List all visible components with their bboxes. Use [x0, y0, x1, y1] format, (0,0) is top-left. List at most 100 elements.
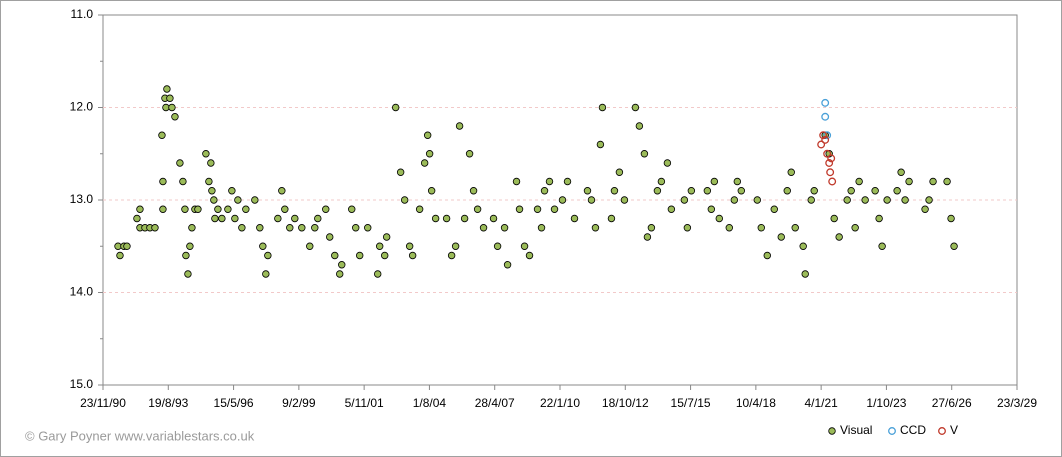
- data-point: [469, 187, 478, 195]
- data-point: [352, 224, 360, 232]
- data-point: [730, 196, 739, 204]
- data-point: [427, 187, 436, 195]
- data-point: [615, 168, 624, 176]
- data-point: [311, 224, 319, 232]
- data-point: [207, 159, 215, 167]
- data-point: [901, 196, 909, 204]
- data-point: [620, 196, 629, 204]
- data-point: [791, 224, 799, 232]
- data-point: [158, 131, 166, 139]
- legend-label: V: [950, 423, 958, 437]
- credit: © Gary Poyner www.variablestars.co.uk: [25, 428, 255, 443]
- data-point: [425, 150, 434, 158]
- x-tick-label: 19/8/93: [148, 396, 188, 410]
- data-point: [479, 224, 488, 232]
- x-tick-label: 4/1/21: [804, 396, 838, 410]
- data-point: [570, 214, 579, 223]
- data-point: [375, 242, 384, 250]
- data-point: [667, 205, 676, 213]
- data-point: [787, 168, 795, 176]
- data-point: [883, 196, 891, 204]
- data-point: [442, 214, 451, 223]
- data-point: [455, 122, 464, 130]
- data-point: [825, 159, 834, 167]
- x-tick-label: 1/8/04: [413, 396, 447, 410]
- data-point: [733, 177, 742, 186]
- legend-marker: [938, 427, 946, 435]
- data-point: [234, 196, 242, 204]
- data-point: [647, 224, 656, 232]
- data-point: [336, 270, 344, 278]
- data-point: [314, 214, 322, 223]
- data-point: [598, 103, 607, 112]
- data-point: [331, 251, 339, 260]
- data-point: [374, 270, 382, 278]
- data-point: [583, 187, 592, 195]
- data-point: [382, 233, 391, 241]
- y-tick-label: 11.0: [71, 7, 94, 21]
- data-point: [171, 113, 179, 121]
- data-point: [897, 168, 905, 176]
- data-point: [224, 205, 232, 213]
- data-point: [116, 251, 124, 260]
- data-point: [364, 224, 372, 232]
- data-point: [943, 177, 951, 186]
- data-point: [540, 187, 549, 195]
- data-point: [460, 214, 469, 223]
- data-point: [218, 214, 226, 223]
- data-point: [151, 224, 159, 232]
- data-point: [208, 187, 216, 195]
- data-point: [420, 159, 429, 167]
- data-point: [737, 187, 745, 195]
- data-point: [286, 224, 294, 232]
- data-point: [184, 270, 192, 278]
- data-point: [262, 270, 270, 278]
- data-point: [801, 270, 809, 278]
- data-point: [525, 251, 534, 260]
- x-tick-label: 5/11/01: [345, 396, 384, 410]
- data-point: [921, 205, 929, 213]
- data-point: [205, 177, 213, 186]
- data-point: [465, 150, 474, 158]
- data-point: [596, 140, 605, 149]
- legend-label: Visual: [840, 423, 872, 437]
- data-point: [545, 177, 554, 186]
- data-point: [500, 224, 509, 232]
- data-point: [298, 224, 306, 232]
- data-point: [821, 98, 830, 107]
- data-point: [878, 242, 886, 250]
- data-point: [281, 205, 289, 213]
- data-point: [515, 205, 524, 213]
- data-point: [306, 242, 314, 250]
- data-point: [274, 214, 282, 223]
- data-point: [807, 196, 815, 204]
- data-point: [783, 187, 791, 195]
- x-tick-label: 22/1/10: [540, 396, 580, 410]
- data-point: [861, 196, 869, 204]
- data-point: [855, 177, 863, 186]
- data-point: [715, 214, 723, 223]
- data-point: [400, 196, 409, 204]
- data-point: [176, 159, 184, 167]
- x-tick-label: 10/4/18: [736, 396, 776, 410]
- data-point: [194, 205, 202, 213]
- data-point: [278, 187, 286, 195]
- x-tick-label: 28/4/07: [475, 396, 515, 410]
- data-point: [396, 168, 405, 176]
- data-point: [210, 196, 218, 204]
- data-point: [835, 233, 843, 241]
- y-tick-label: 13.0: [70, 192, 94, 206]
- data-point: [503, 261, 512, 269]
- data-point: [843, 196, 851, 204]
- data-point: [819, 131, 828, 140]
- data-point: [186, 242, 194, 250]
- data-point: [905, 177, 913, 186]
- data-point: [823, 131, 832, 140]
- data-point: [251, 196, 259, 204]
- data-point: [817, 140, 826, 149]
- data-point: [657, 177, 666, 186]
- data-point: [259, 242, 267, 250]
- data-point: [653, 187, 662, 195]
- data-point: [875, 214, 883, 223]
- data-point: [163, 85, 171, 93]
